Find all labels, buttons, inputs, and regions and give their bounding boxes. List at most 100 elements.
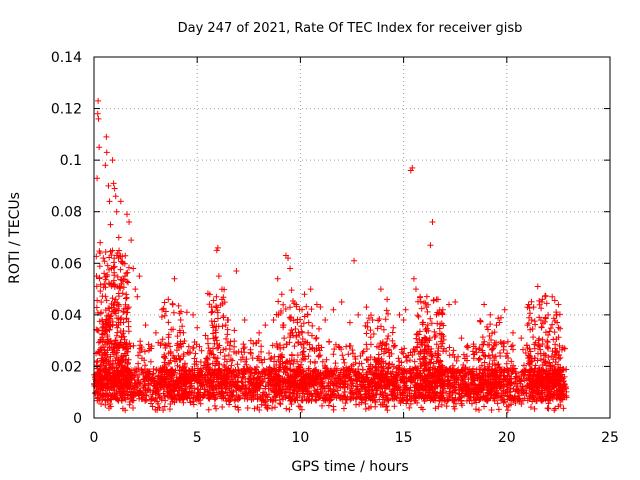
data-point: [452, 400, 459, 407]
data-point: [380, 326, 387, 333]
data-point: [477, 356, 484, 363]
data-point: [224, 331, 231, 338]
data-point: [153, 366, 160, 373]
data-point: [531, 345, 538, 352]
data-point: [367, 334, 374, 341]
data-point: [112, 193, 119, 200]
data-point: [169, 396, 176, 403]
data-point: [487, 321, 494, 328]
data-point: [504, 338, 511, 345]
data-point: [330, 306, 337, 313]
data-point: [98, 298, 105, 305]
data-point: [495, 406, 502, 413]
data-point: [243, 361, 250, 368]
data-point: [102, 249, 109, 256]
data-point: [105, 405, 112, 412]
data-point: [268, 354, 275, 361]
data-point: [389, 337, 396, 344]
x-axis-label: GPS time / hours: [291, 459, 408, 475]
data-point: [287, 265, 294, 272]
chart-title: Day 247 of 2021, Rate Of TEC Index for r…: [178, 21, 523, 36]
data-point: [267, 397, 274, 404]
data-point: [258, 343, 265, 350]
data-point: [351, 353, 358, 360]
y-tick-label: 0: [73, 411, 82, 427]
data-point: [475, 406, 482, 413]
data-point: [228, 362, 235, 369]
data-point: [258, 357, 265, 364]
data-point: [552, 348, 559, 355]
data-point: [233, 268, 240, 275]
data-point: [424, 308, 431, 315]
data-point: [384, 335, 391, 342]
data-point: [298, 397, 305, 404]
data-point: [489, 351, 496, 358]
data-point: [242, 358, 249, 365]
data-point: [132, 286, 139, 293]
data-point: [262, 322, 269, 329]
data-point: [407, 357, 414, 364]
data-point: [110, 180, 117, 187]
data-point: [353, 401, 360, 408]
data-point: [249, 355, 256, 362]
data-point: [288, 326, 295, 333]
data-point: [229, 357, 236, 364]
data-point: [122, 295, 129, 302]
data-point: [359, 366, 366, 373]
data-point: [418, 305, 425, 312]
data-point: [500, 366, 507, 373]
data-point: [330, 403, 337, 410]
data-point: [363, 330, 370, 337]
data-point: [492, 362, 499, 369]
data-point: [461, 355, 468, 362]
data-point: [233, 350, 240, 357]
data-point: [504, 350, 511, 357]
data-point: [111, 255, 118, 262]
data-point: [349, 350, 356, 357]
data-point: [142, 382, 149, 389]
data-point: [509, 329, 516, 336]
data-point: [480, 341, 487, 348]
data-point: [414, 312, 421, 319]
data-point: [469, 348, 476, 355]
x-tick-label: 5: [193, 430, 202, 446]
data-point: [105, 280, 112, 287]
data-point: [160, 407, 167, 414]
data-point: [137, 380, 144, 387]
data-point: [269, 405, 276, 412]
data-point: [367, 327, 374, 334]
data-point: [410, 346, 417, 353]
data-point: [209, 308, 216, 315]
data-point: [300, 344, 307, 351]
data-point: [205, 345, 212, 352]
data-point: [103, 297, 110, 304]
data-point: [367, 354, 374, 361]
data-point: [372, 403, 379, 410]
data-point: [96, 144, 103, 151]
data-point: [325, 402, 332, 409]
data-point: [496, 350, 503, 357]
data-point: [276, 400, 283, 407]
data-point: [281, 335, 288, 342]
data-point: [423, 293, 430, 300]
data-point: [261, 356, 268, 363]
data-point: [479, 334, 486, 341]
data-point: [476, 355, 483, 362]
x-tick-label: 0: [90, 430, 99, 446]
data-point: [531, 405, 538, 412]
data-point: [303, 303, 310, 310]
data-point: [240, 341, 247, 348]
data-point: [330, 351, 337, 358]
data-point: [363, 304, 370, 311]
data-point: [245, 388, 252, 395]
data-point: [93, 304, 100, 311]
data-point: [301, 368, 308, 375]
data-point: [326, 397, 333, 404]
data-point: [385, 333, 392, 340]
data-point: [185, 350, 192, 357]
data-point: [511, 381, 518, 388]
data-point: [376, 315, 383, 322]
data-point: [96, 263, 103, 270]
data-point: [271, 404, 278, 411]
data-point: [542, 293, 549, 300]
